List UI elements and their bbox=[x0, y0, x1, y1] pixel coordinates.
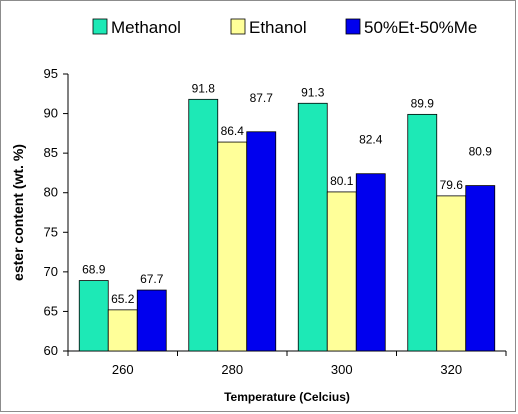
data-label: 82.4 bbox=[359, 133, 383, 147]
y-tick-label: 65 bbox=[44, 303, 58, 318]
data-label: 65.2 bbox=[111, 292, 135, 306]
data-label: 80.9 bbox=[469, 145, 493, 159]
legend-swatch bbox=[345, 18, 361, 35]
bar-methanol-280 bbox=[188, 98, 219, 352]
axes: 60 65 70 75 80 85 90 95 260 280 300 320 bbox=[44, 66, 507, 377]
y-tick-label: 85 bbox=[44, 145, 58, 160]
bar-methanol-300 bbox=[297, 102, 328, 352]
data-label: 67.7 bbox=[140, 272, 164, 286]
bar-methanol-320 bbox=[407, 113, 438, 352]
legend-swatch bbox=[92, 18, 108, 35]
data-label: 79.6 bbox=[440, 178, 464, 192]
y-ticks: 60 65 70 75 80 85 90 95 bbox=[44, 66, 68, 358]
bars bbox=[78, 98, 496, 352]
data-label: 86.4 bbox=[221, 124, 245, 138]
bar-50-et-50-me-280 bbox=[246, 131, 277, 352]
legend-swatch bbox=[230, 18, 246, 35]
legend: Methanol Ethanol 50%Et-50%Me bbox=[92, 18, 477, 37]
y-axis-title: ester content (wt. %) bbox=[10, 144, 26, 281]
x-tick-label: 300 bbox=[331, 362, 353, 377]
data-label: 91.8 bbox=[192, 81, 216, 95]
legend-label: Methanol bbox=[111, 18, 181, 37]
legend-label: 50%Et-50%Me bbox=[364, 18, 477, 37]
data-label: 89.9 bbox=[411, 96, 435, 110]
bar-ethanol-320 bbox=[436, 195, 467, 352]
bar-50-et-50-me-260 bbox=[136, 289, 167, 352]
bar-ethanol-300 bbox=[326, 191, 357, 352]
y-tick-label: 60 bbox=[44, 343, 58, 358]
bar-50-et-50-me-300 bbox=[355, 173, 386, 352]
x-tick-label: 260 bbox=[112, 362, 134, 377]
data-label: 68.9 bbox=[82, 263, 106, 277]
x-tick-label: 320 bbox=[440, 362, 462, 377]
bar-ethanol-280 bbox=[217, 141, 248, 352]
data-label: 87.7 bbox=[250, 91, 274, 105]
data-label: 91.3 bbox=[301, 85, 325, 99]
y-tick-label: 95 bbox=[44, 66, 58, 81]
bar-ethanol-260 bbox=[107, 309, 138, 352]
bar-methanol-260 bbox=[78, 280, 109, 352]
data-labels: 68.9 91.8 91.3 89.9 65.2 86.4 80.1 79.6 67.7 87.7… bbox=[82, 81, 492, 306]
y-tick-label: 75 bbox=[44, 224, 58, 239]
y-tick-label: 80 bbox=[44, 185, 58, 200]
y-tick-label: 70 bbox=[44, 264, 58, 279]
bar-50-et-50-me-320 bbox=[465, 185, 496, 352]
y-tick-label: 90 bbox=[44, 106, 58, 121]
data-label: 80.1 bbox=[330, 174, 354, 188]
x-tick-label: 280 bbox=[221, 362, 243, 377]
x-axis-title: Temperature (Celcius) bbox=[224, 390, 350, 404]
x-ticks: 260 280 300 320 bbox=[67, 351, 507, 377]
legend-label: Ethanol bbox=[249, 18, 307, 37]
